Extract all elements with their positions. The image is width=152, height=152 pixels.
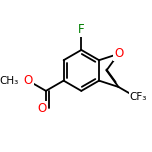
Text: O: O [38, 102, 47, 115]
Text: O: O [24, 74, 33, 87]
Text: F: F [78, 23, 85, 36]
Text: CH₃: CH₃ [0, 76, 19, 86]
Text: CF₃: CF₃ [129, 92, 147, 102]
Text: O: O [114, 47, 123, 60]
